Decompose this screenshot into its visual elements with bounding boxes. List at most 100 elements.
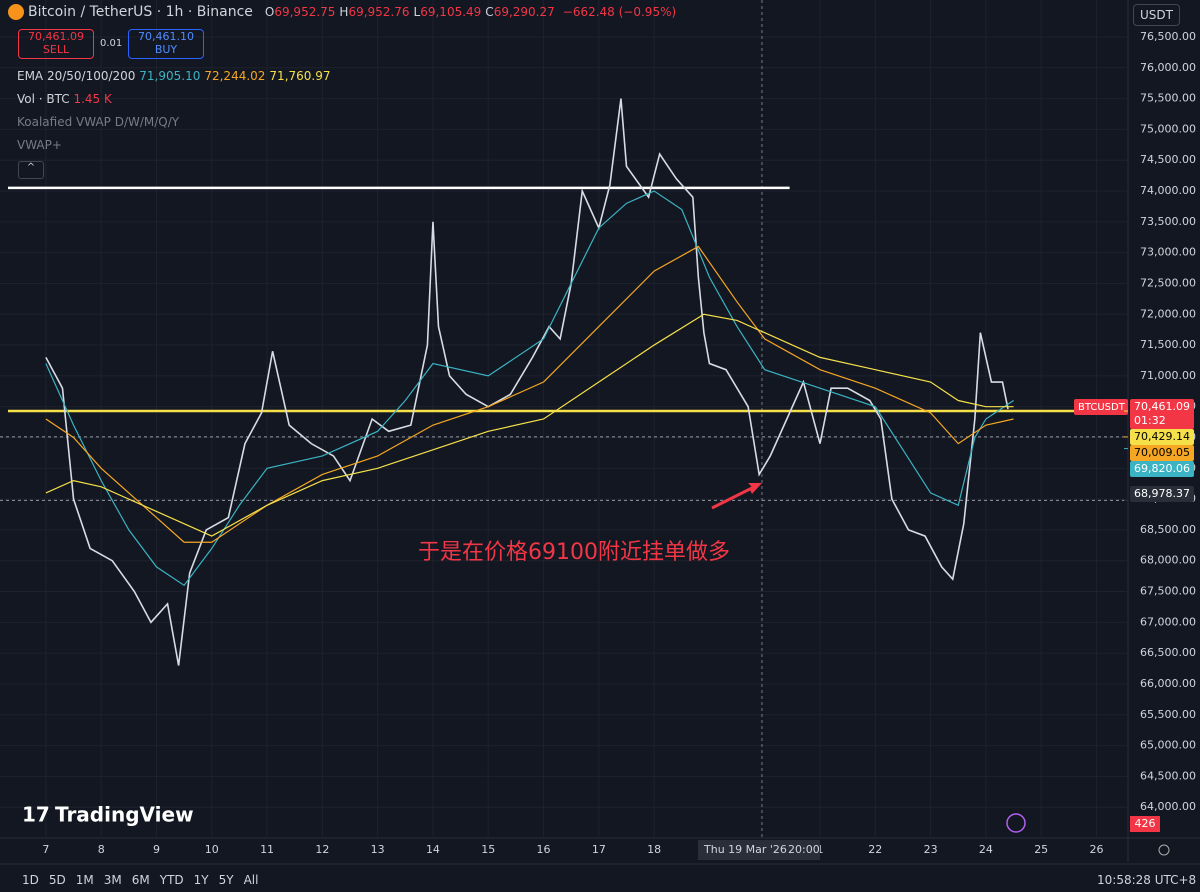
sell-price: 70,461.09 [28,30,84,43]
crosshair-label-box [698,840,820,860]
x-tick-label: 7 [42,843,49,856]
price-tag [1130,399,1194,429]
ema-value: 71,760.97 [269,69,331,83]
volume-tag-box [1130,816,1160,832]
buy-button[interactable]: 70,461.10 BUY [128,29,204,59]
price-tag-label: 70,429.14 [1134,430,1190,443]
price-tag [1130,445,1194,461]
ema-line [45,245,1014,543]
y-tick-label: 73,500.00 [1140,215,1196,228]
x-tick-label: 9 [153,843,160,856]
x-tick-label: 8 [98,843,105,856]
range-button[interactable]: 6M [131,873,150,887]
ohlc-value: 69,290.27 [493,5,555,19]
clock: 10:58:28 UTC+8 [1097,873,1197,887]
price-tag-label: 70,009.05 [1134,446,1190,459]
price-tag-label: 68,978.37 [1134,487,1190,500]
x-tick-label: 24 [979,843,993,856]
y-tick-label: 76,500.00 [1140,30,1196,43]
x-tick-label: 1 [817,843,824,856]
ema-line [45,190,1014,587]
range-button[interactable]: 5D [48,873,66,887]
currency[interactable]: USDT [1133,4,1180,26]
vwap-legend: Koalafied VWAP D/W/M/Q/Y [17,115,180,129]
x-tick-label: 16 [537,843,551,856]
ohlc-key: O [264,5,275,19]
y-tick-label: 66,000.00 [1140,677,1196,690]
x-tick-label: 23 [924,843,938,856]
y-tick-label: 76,000.00 [1140,61,1196,74]
x-tick-label: 26 [1089,843,1103,856]
toolbar: 1D 5D 1M 3M 6M YTD 1Y 5Y All [22,873,258,887]
y-tick-label: 65,500.00 [1140,708,1196,721]
logo: 17 [22,803,50,827]
price-tag-label: 70,461.09 [1134,400,1190,413]
ohlc-key: L [413,5,421,19]
ohlc-key: C [485,5,494,19]
ohlc-key: H [339,5,349,19]
y-tick-label: 68,000.00 [1140,554,1196,567]
range-button[interactable]: 1D [22,873,39,887]
x-tick-label: 22 [868,843,882,856]
buy-label: BUY [154,43,178,56]
range-button[interactable]: 1Y [193,873,209,887]
y-tick-label: 72,000.00 [1140,307,1196,320]
arrow [711,485,755,510]
y-tick-label: 64,000.00 [1140,800,1196,813]
alert-icon[interactable] [1006,813,1026,833]
sell-button[interactable]: 70,461.09 SELL [18,29,94,59]
y-tick-label: 71,500.00 [1140,338,1196,351]
price-tag-label: 69,820.06 [1134,462,1190,475]
ohlc-value: 69,952.76 [348,5,410,19]
symbol-tag-label: BTCUSDT [1078,402,1126,413]
range-button[interactable]: YTD [159,873,184,887]
range-button[interactable]: 1M [75,873,94,887]
y-tick-label: 75,500.00 [1140,92,1196,105]
y-tick-label: 72,500.00 [1140,276,1196,289]
ema-line [45,313,1014,537]
ema-label: EMA 20/50/100/200 [17,69,136,83]
ema-legend: EMA 20/50/100/200 71,905.10 72,244.02 71,7… [17,69,335,83]
ohlc: O69,952.75 H69,952.76 L69,105.49 C69,290.27 [265,5,559,19]
range-button[interactable]: 3M [103,873,122,887]
buy-price: 70,461.10 [138,30,194,43]
settings-icon[interactable] [1158,844,1170,856]
branding: TradingView [55,803,194,827]
vwap-legend: VWAP+ [17,138,62,152]
y-tick-label: 73,000.00 [1140,246,1196,259]
crosshair-time: 20:00 [788,843,820,856]
countdown: 01:32 [1134,414,1166,427]
ema-value: 72,244.02 [204,69,266,83]
x-tick-label: 25 [1034,843,1048,856]
sell-label: SELL [42,43,70,56]
ema-value: 71,905.10 [139,69,201,83]
change: −662.48 (−0.95%) [562,5,677,19]
volume-tag: 426 [1135,817,1156,830]
y-tick-label: 67,000.00 [1140,615,1196,628]
ohlc-value: 69,105.49 [420,5,482,19]
y-tick-label: 75,000.00 [1140,122,1196,135]
range-button[interactable]: 5Y [218,873,234,887]
y-tick-label: 66,500.00 [1140,646,1196,659]
ohlc-value: 69,952.75 [274,5,336,19]
range-button[interactable]: All [243,873,259,887]
y-tick-label: 74,000.00 [1140,184,1196,197]
x-tick-label: 17 [592,843,606,856]
y-tick-label: 65,000.00 [1140,739,1196,752]
y-tick-label: 71,000.00 [1140,369,1196,382]
y-tick-label: 67,500.00 [1140,585,1196,598]
vol-legend: Vol · BTC 1.45 K [17,92,112,106]
y-tick-label: 74,500.00 [1140,153,1196,166]
x-tick-label: 13 [371,843,385,856]
annotation: 于是在价格69100附近挂单做多 [418,540,730,565]
y-tick-label: 68,500.00 [1140,523,1196,536]
x-tick-label: 12 [315,843,329,856]
symbol[interactable]: Bitcoin / TetherUS · 1h · Binance [28,4,253,20]
header: Bitcoin / TetherUS · 1h · Binance O69,95… [8,4,676,20]
vol-value: 1.45 K [73,92,112,106]
y-tick-label: 64,500.00 [1140,769,1196,782]
collapse-button[interactable]: ^ [18,161,44,179]
